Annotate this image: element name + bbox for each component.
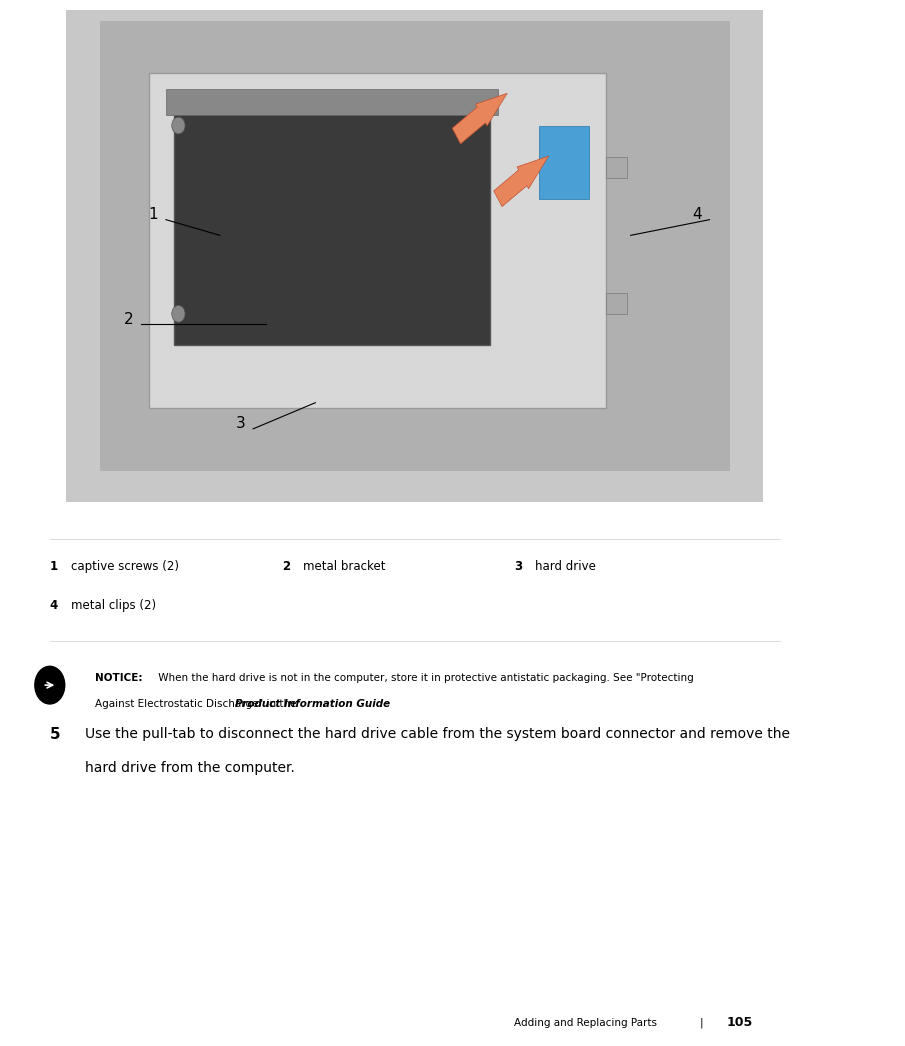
Circle shape (172, 117, 185, 134)
Text: 4: 4 (50, 599, 58, 612)
FancyArrow shape (452, 93, 507, 143)
Bar (100, 21, 730, 471)
Bar (166, 89, 498, 115)
Bar (175, 94, 490, 345)
Text: 2: 2 (124, 312, 133, 326)
Text: metal bracket: metal bracket (303, 560, 386, 572)
Bar (539, 126, 589, 199)
Text: 105: 105 (726, 1017, 752, 1029)
Text: NOTICE:: NOTICE: (95, 673, 143, 683)
Bar (149, 73, 605, 408)
Bar (605, 157, 626, 178)
Text: 3: 3 (515, 560, 522, 572)
Text: .: . (322, 699, 326, 709)
FancyBboxPatch shape (66, 10, 764, 502)
Bar (605, 293, 626, 314)
Text: Use the pull-tab to disconnect the hard drive cable from the system board connec: Use the pull-tab to disconnect the hard … (85, 727, 790, 741)
Text: hard drive from the computer.: hard drive from the computer. (85, 761, 294, 775)
Circle shape (35, 666, 65, 704)
Text: 1: 1 (148, 207, 158, 222)
Bar (66, 10, 764, 502)
Text: Against Electrostatic Discharge" in the: Against Electrostatic Discharge" in the (95, 699, 300, 709)
Circle shape (172, 305, 185, 322)
Text: 4: 4 (692, 207, 702, 222)
Text: |: | (700, 1018, 703, 1028)
Text: 3: 3 (236, 416, 245, 431)
Text: Adding and Replacing Parts: Adding and Replacing Parts (515, 1018, 658, 1028)
Text: hard drive: hard drive (535, 560, 596, 572)
FancyArrow shape (494, 156, 548, 206)
Text: Product Information Guide: Product Information Guide (234, 699, 390, 709)
Text: When the hard drive is not in the computer, store it in protective antistatic pa: When the hard drive is not in the comput… (155, 673, 694, 683)
Text: 1: 1 (50, 560, 58, 572)
Text: 5: 5 (50, 727, 61, 742)
Text: captive screws (2): captive screws (2) (71, 560, 178, 572)
Text: 2: 2 (282, 560, 291, 572)
Text: metal clips (2): metal clips (2) (71, 599, 156, 612)
